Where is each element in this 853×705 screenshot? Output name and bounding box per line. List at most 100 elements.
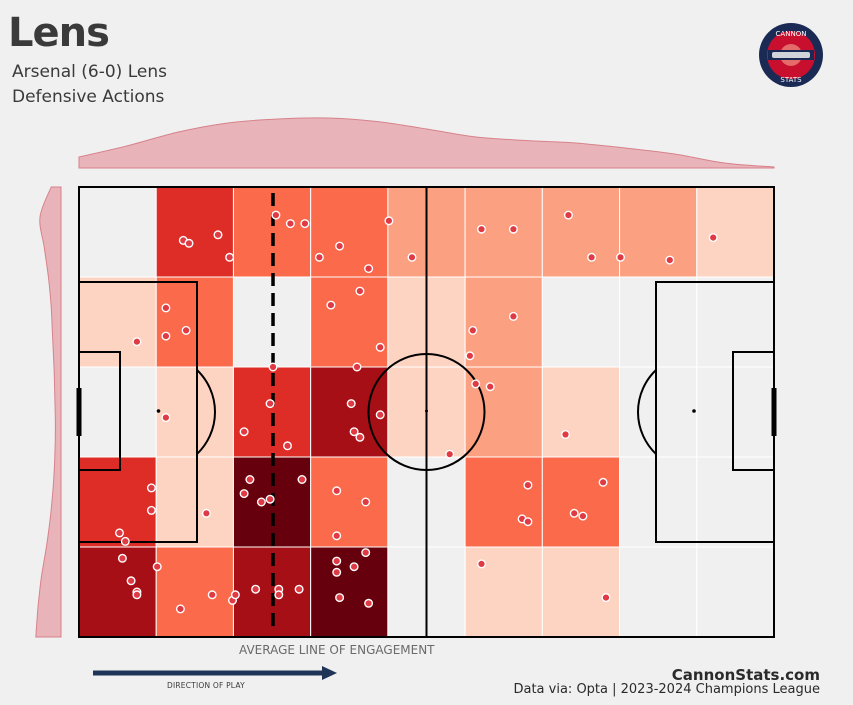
defensive-action-point: [184, 238, 194, 248]
defensive-action-point: [477, 559, 487, 569]
defensive-action-point: [355, 432, 365, 442]
defensive-action-point: [465, 351, 475, 361]
pitch-markings: [76, 186, 777, 638]
heatmap-bin: [155, 276, 234, 368]
heatmap-bin: [155, 186, 234, 278]
page-title: Lens: [8, 10, 110, 56]
defensive-action-point: [146, 483, 156, 493]
heatmap-bin: [619, 546, 698, 638]
heatmap-bin: [619, 276, 698, 368]
defensive-action-point: [375, 410, 385, 420]
defensive-action-point: [181, 325, 191, 335]
defensive-action-point: [146, 505, 156, 515]
heatmap-bin: [696, 456, 775, 548]
defensive-action-point: [251, 584, 261, 594]
heatmap-bin: [541, 366, 621, 458]
heatmap-bin: [78, 546, 157, 638]
defensive-action-point: [361, 497, 371, 507]
defensive-action-point: [326, 300, 336, 310]
heatmap-bin: [696, 276, 775, 368]
defensive-action-point: [213, 230, 223, 240]
defensive-action-point: [117, 553, 127, 563]
defensive-action-point: [256, 497, 266, 507]
defensive-action-point: [274, 590, 284, 600]
heatmap-bin: [78, 186, 157, 278]
data-source-label: Data via: Opta | 2023-2024 Champions Lea…: [513, 682, 820, 697]
heatmap-bin: [619, 456, 698, 548]
defensive-action-point: [375, 342, 385, 352]
defensive-action-point: [332, 486, 342, 496]
defensive-action-point: [175, 604, 185, 614]
defensive-action-point: [601, 593, 611, 603]
defensive-action-point: [332, 556, 342, 566]
defensive-action-point: [468, 325, 478, 335]
defensive-action-point: [346, 399, 356, 409]
defensive-action-point: [332, 567, 342, 577]
heatmap-bin: [541, 276, 621, 368]
defensive-action-point: [161, 303, 171, 313]
right-penalty-spot: [692, 409, 696, 413]
defensive-action-point: [361, 548, 371, 558]
brand-label: CannonStats.com: [671, 666, 820, 684]
heatmap-bin: [464, 186, 543, 278]
defensive-action-point: [598, 477, 608, 487]
defensive-action-point: [352, 362, 362, 372]
defensive-action-point: [563, 210, 573, 220]
defensive-action-point: [485, 382, 495, 392]
defensive-action-point: [445, 449, 455, 459]
defensive-action-point: [569, 508, 579, 518]
logo-text-top: CANNON: [776, 30, 807, 38]
defensive-action-point: [161, 413, 171, 423]
defensive-action-point: [132, 590, 142, 600]
heatmap-bin: [155, 546, 234, 638]
defensive-action-point: [335, 241, 345, 251]
defensive-action-point: [364, 598, 374, 608]
heatmap-bin: [310, 186, 389, 278]
direction-arrow-head: [322, 666, 337, 680]
centre-spot: [425, 409, 428, 413]
defensive-action-point: [349, 562, 359, 572]
defensive-action-point: [225, 252, 235, 262]
right-penalty-arc: [637, 369, 657, 455]
defensive-action-point: [708, 233, 718, 243]
defensive-action-point: [283, 441, 293, 451]
direction-of-play-label: DIRECTION OF PLAY: [167, 681, 245, 690]
defensive-action-point: [561, 430, 571, 440]
heatmap-bin: [464, 456, 543, 548]
defensive-action-point: [201, 508, 211, 518]
left-penalty-spot: [156, 409, 161, 413]
defensive-action-point: [665, 255, 675, 265]
defensive-action-point: [271, 210, 281, 220]
defensive-action-point: [265, 494, 275, 504]
heatmap-bin: [464, 276, 543, 368]
defensive-action-point: [268, 362, 278, 372]
defensive-action-points: [114, 210, 718, 614]
defensive-action-point: [126, 576, 136, 586]
metric-subtitle: Defensive Actions: [12, 87, 165, 107]
defensive-action-point: [508, 224, 518, 234]
defensive-action-point: [616, 252, 626, 262]
defensive-action-point: [161, 331, 171, 341]
defensive-action-point: [523, 517, 533, 527]
defensive-action-point: [265, 399, 275, 409]
defensive-action-point: [245, 475, 255, 485]
defensive-action-point: [508, 311, 518, 321]
defensive-action-point: [132, 337, 142, 347]
defensive-action-point: [152, 562, 162, 572]
heatmap-bin: [696, 546, 775, 638]
heatmap-bin: [696, 366, 775, 458]
defensive-action-point: [300, 219, 310, 229]
heatmap-bin: [310, 366, 389, 458]
defensive-action-point: [207, 590, 217, 600]
heatmap-bin: [541, 546, 621, 638]
defensive-action-point: [285, 219, 295, 229]
left-penalty-arc: [196, 369, 216, 455]
defensive-action-point: [230, 590, 240, 600]
defensive-action-point: [314, 252, 324, 262]
y-density-curve: [35, 186, 62, 638]
heatmap-bin: [155, 366, 234, 458]
defensive-action-point: [239, 427, 249, 437]
x-density-curve: [78, 117, 775, 169]
defensive-action-point: [384, 216, 394, 226]
defensive-action-point: [578, 511, 588, 521]
